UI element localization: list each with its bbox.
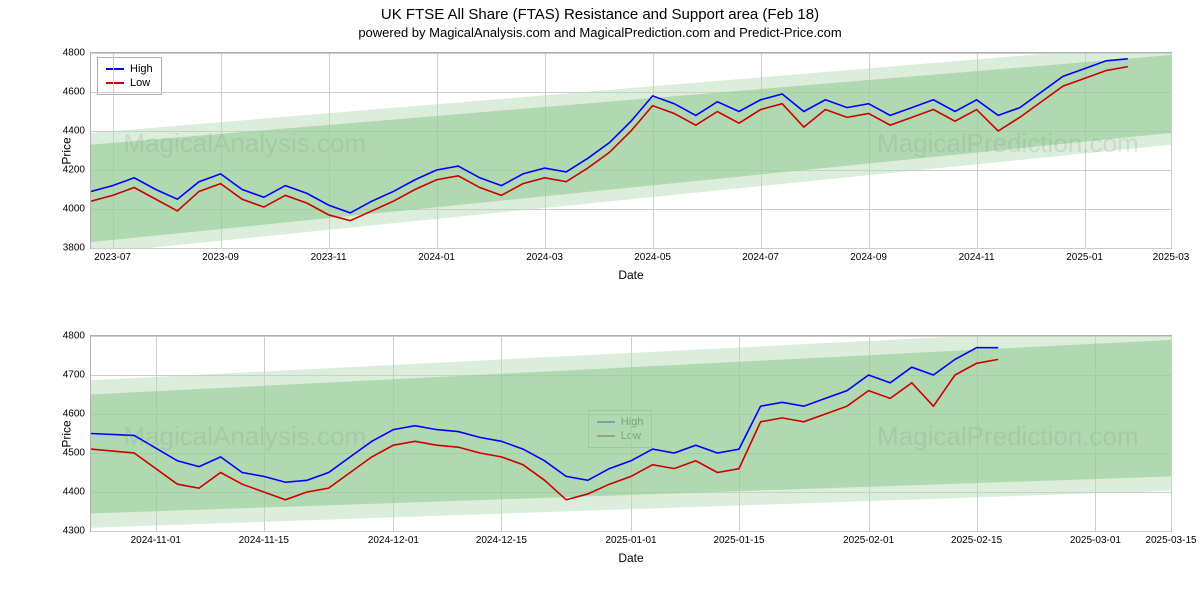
x-tick-label: 2024-12-15: [476, 531, 527, 546]
x-tick-label: 2025-03-01: [1070, 531, 1121, 546]
y-tick-label: 4200: [63, 165, 91, 176]
x-tick-label: 2025-01: [1066, 248, 1103, 263]
x-tick-label: 2025-02-01: [843, 531, 894, 546]
y-tick-label: 4600: [63, 87, 91, 98]
chart-bottom: Price Date High Low 43004400450046004700…: [90, 335, 1172, 532]
chart-subtitle: powered by MagicalAnalysis.com and Magic…: [0, 23, 1200, 40]
y-axis-label: Price: [60, 420, 74, 447]
x-tick-label: 2024-01: [418, 248, 455, 263]
x-tick-label: 2025-01-15: [713, 531, 764, 546]
y-tick-label: 4400: [63, 126, 91, 137]
x-tick-label: 2024-07: [742, 248, 779, 263]
gridline-vertical: [1171, 336, 1172, 531]
x-axis-label: Date: [618, 551, 643, 565]
x-tick-label: 2023-09: [202, 248, 239, 263]
x-tick-label: 2025-02-15: [951, 531, 1002, 546]
x-tick-label: 2025-01-01: [605, 531, 656, 546]
x-tick-label: 2025-03-15: [1145, 531, 1196, 546]
x-tick-label: 2024-03: [526, 248, 563, 263]
x-tick-label: 2023-11: [311, 248, 347, 263]
x-tick-label: 2024-11: [959, 248, 995, 263]
x-axis-label: Date: [618, 268, 643, 282]
y-tick-label: 4400: [63, 487, 91, 498]
y-tick-label: 4700: [63, 370, 91, 381]
y-tick-label: 4300: [63, 526, 91, 537]
figure-container: UK FTSE All Share (FTAS) Resistance and …: [0, 0, 1200, 600]
y-axis-label: Price: [60, 137, 74, 164]
x-tick-label: 2024-11-15: [239, 531, 289, 546]
x-tick-label: 2024-11-01: [131, 531, 181, 546]
y-tick-label: 4000: [63, 204, 91, 215]
y-tick-label: 4800: [63, 331, 91, 342]
gridline-vertical: [1171, 53, 1172, 248]
support-resistance-band: [91, 55, 1171, 242]
chart-svg: [91, 336, 1171, 531]
y-tick-label: 4500: [63, 448, 91, 459]
y-tick-label: 4800: [63, 48, 91, 59]
chart-svg: [91, 53, 1171, 248]
x-tick-label: 2025-03: [1153, 248, 1190, 263]
chart-top: Price Date High Low 38004000420044004600…: [90, 52, 1172, 249]
x-tick-label: 2024-12-01: [368, 531, 419, 546]
chart-title: UK FTSE All Share (FTAS) Resistance and …: [0, 0, 1200, 23]
gridline-horizontal: [91, 248, 1171, 249]
y-tick-label: 4600: [63, 409, 91, 420]
y-tick-label: 3800: [63, 243, 91, 254]
x-tick-label: 2023-07: [94, 248, 131, 263]
x-tick-label: 2024-05: [634, 248, 671, 263]
x-tick-label: 2024-09: [850, 248, 887, 263]
